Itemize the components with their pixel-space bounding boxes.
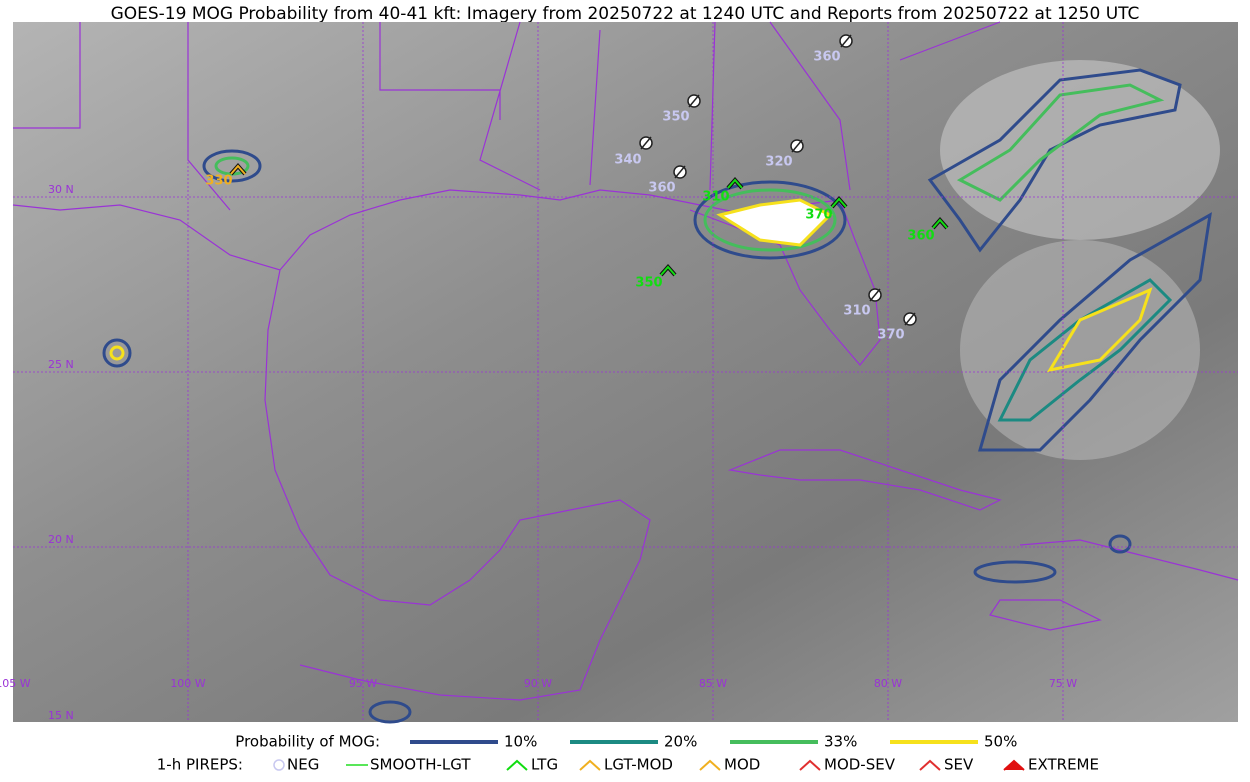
lon-label: 75 W [1049, 677, 1077, 690]
legend-label: LTG [531, 756, 558, 774]
legend-label: 10% [504, 733, 537, 751]
graticule: 30 N 25 N 20 N 15 N 105 W 100 W 95 W 90 W 85 W 80… [0, 22, 1238, 722]
lon-label: 80 W [874, 677, 902, 690]
legend-icon [506, 759, 528, 771]
pirep-altitude: 340 [614, 153, 641, 168]
pirep-icon [932, 218, 948, 229]
legend-label: NEG [287, 756, 319, 774]
lat-label: 20 N [48, 533, 74, 546]
pirep-icon [840, 34, 852, 48]
lat-label: 15 N [48, 709, 74, 722]
pirep-icon [674, 165, 686, 179]
pirep-altitude: 350 [662, 110, 689, 125]
pirep-altitude: 310 [843, 304, 870, 319]
pirep-altitude: 360 [813, 50, 840, 65]
map: 30 N 25 N 20 N 15 N 105 W 100 W 95 W 90 W 85 W 80… [0, 21, 1239, 724]
legend-label: 20% [664, 733, 697, 751]
pirep-icon [831, 197, 847, 208]
legend-icon [273, 759, 285, 771]
cloud [940, 60, 1220, 240]
legend-label: MOD-SEV [824, 756, 896, 774]
legend-label: EXTREME [1028, 756, 1099, 774]
pirep-altitude: 360 [648, 181, 675, 196]
lon-label: 85 W [699, 677, 727, 690]
legend-icon [799, 759, 821, 771]
legend-label: LGT-MOD [604, 756, 673, 774]
legend-icon [1003, 759, 1025, 771]
pirep-icon [791, 139, 803, 153]
legend-label: SEV [944, 756, 974, 774]
pirep-icon [727, 178, 743, 189]
legend-icon [919, 759, 941, 771]
lat-label: 30 N [48, 183, 74, 196]
pirep-altitude: 320 [765, 155, 792, 170]
legend-icon [699, 759, 721, 771]
pirep-altitude: 350 [635, 276, 662, 291]
coastlines [12, 21, 1239, 701]
contours [102, 68, 1212, 724]
pirep-altitude: 370 [805, 208, 832, 223]
legend-label: SMOOTH-LGT [370, 756, 471, 774]
pirep-icon [640, 136, 652, 150]
lon-label: 100 W [170, 677, 205, 690]
lat-label: 25 N [48, 358, 74, 371]
pirep-altitude: 330 [205, 174, 232, 189]
pirep-icon [230, 164, 246, 175]
title: GOES-19 MOG Probability from 40-41 kft: … [111, 4, 1140, 24]
lon-label: 90 W [524, 677, 552, 690]
cloud [960, 240, 1200, 460]
pireps: 360 350 340 360 320 310 370 310 370 360 350 330 [205, 34, 949, 343]
pirep-altitude: 360 [907, 229, 934, 244]
pirep-icon [660, 265, 676, 276]
lon-label: 105 W [0, 677, 31, 690]
legend-title: 1-h PIREPS: [157, 756, 243, 774]
legend-label: MOD [724, 756, 760, 774]
legend-icon [579, 759, 601, 771]
legend-title: Probability of MOG: [235, 733, 380, 751]
pirep-altitude: 310 [702, 190, 729, 205]
pirep-altitude: 370 [877, 328, 904, 343]
legend-label: 50% [984, 733, 1017, 751]
lon-label: 95 W [349, 677, 377, 690]
legend: Probability of MOG: 10% 20% 33% 50% 1-h PIREP… [157, 733, 1099, 774]
pirep-icon [688, 94, 700, 108]
legend-label: 33% [824, 733, 857, 751]
pirep-icon [869, 288, 881, 302]
pirep-icon [904, 312, 916, 326]
